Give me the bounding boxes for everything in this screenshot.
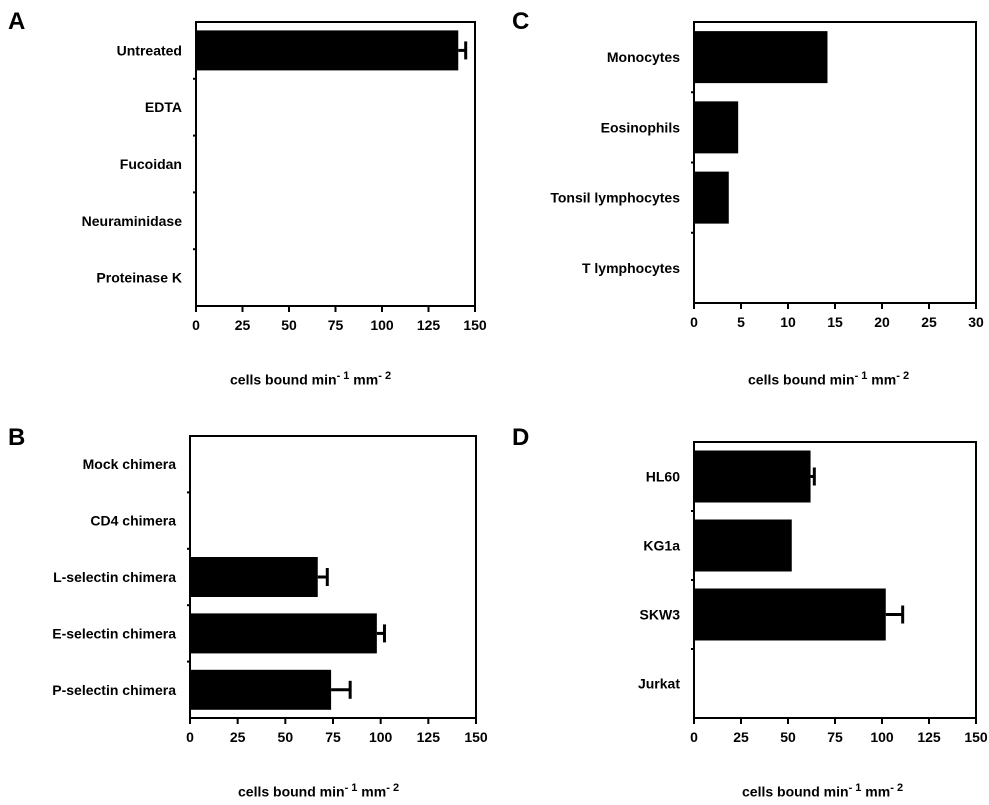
x-axis-label-text: mm	[349, 371, 379, 388]
y-category-label: P-selectin chimera	[52, 682, 176, 698]
panel-letter-d: D	[512, 424, 530, 451]
y-category-label: Fucoidan	[120, 156, 182, 172]
x-tick-label: 20	[874, 314, 890, 330]
x-tick-label: 125	[417, 729, 441, 745]
x-tick-label: 15	[827, 314, 843, 330]
x-tick-label: 25	[230, 729, 246, 745]
y-category-label: L-selectin chimera	[53, 569, 176, 585]
x-axis-label-exponent: - 1	[336, 370, 350, 382]
x-axis-label-exponent: - 1	[848, 782, 862, 794]
bar	[694, 171, 729, 224]
panel-letter-b: B	[8, 424, 26, 451]
x-tick-label: 125	[917, 729, 941, 745]
x-tick-label: 5	[737, 314, 745, 330]
bar	[694, 450, 811, 503]
x-tick-label: 0	[186, 729, 194, 745]
x-tick-label: 50	[278, 729, 294, 745]
bar	[694, 588, 886, 641]
y-category-label: Proteinase K	[96, 270, 182, 286]
x-axis-label-exponent: - 1	[854, 370, 868, 382]
x-tick-label: 25	[921, 314, 937, 330]
x-axis-label-text: cells bound min	[238, 783, 345, 800]
x-tick-label: 75	[827, 729, 843, 745]
x-axis-label-a: cells bound min- 1 mm- 2	[230, 370, 391, 388]
x-tick-label: 50	[281, 317, 297, 333]
x-axis-label-exponent: - 1	[344, 782, 358, 794]
y-category-label: HL60	[646, 469, 680, 485]
x-axis-label-exponent: - 2	[890, 782, 904, 794]
x-axis-label-d: cells bound min- 1 mm- 2	[742, 782, 903, 800]
bar	[694, 31, 828, 84]
y-category-label: Monocytes	[607, 49, 680, 65]
y-category-label: Tonsil lymphocytes	[550, 190, 680, 206]
bar	[190, 557, 318, 597]
x-tick-label: 100	[369, 729, 393, 745]
y-category-label: Untreated	[117, 42, 182, 58]
x-axis-label-exponent: - 2	[896, 370, 910, 382]
x-axis-label-text: cells bound min	[230, 371, 337, 388]
x-tick-label: 25	[733, 729, 749, 745]
x-tick-label: 100	[370, 317, 394, 333]
bar	[694, 519, 792, 572]
x-tick-label: 10	[780, 314, 796, 330]
x-axis-label-text: cells bound min	[748, 371, 855, 388]
y-category-label: Neuraminidase	[82, 213, 183, 229]
bar	[190, 613, 377, 654]
y-category-label: SKW3	[640, 607, 681, 623]
y-category-label: CD4 chimera	[90, 513, 176, 529]
x-axis-label-text: mm	[861, 783, 891, 800]
y-category-label: T lymphocytes	[582, 260, 680, 276]
x-tick-label: 150	[464, 729, 488, 745]
x-axis-label-b: cells bound min- 1 mm- 2	[238, 782, 399, 800]
x-tick-label: 75	[325, 729, 341, 745]
x-tick-label: 150	[463, 317, 487, 333]
x-axis-label-text: mm	[867, 371, 897, 388]
y-category-label: KG1a	[643, 538, 680, 554]
x-axis-label-text: cells bound min	[742, 783, 849, 800]
x-axis-label-text: mm	[357, 783, 387, 800]
panel-letter-c: C	[512, 8, 530, 35]
y-category-label: E-selectin chimera	[52, 625, 176, 641]
x-axis-label-c: cells bound min- 1 mm- 2	[748, 370, 909, 388]
y-category-label: EDTA	[145, 99, 182, 115]
x-tick-label: 30	[968, 314, 984, 330]
x-tick-label: 125	[417, 317, 441, 333]
x-axis-label-exponent: - 2	[386, 782, 400, 794]
x-tick-label: 25	[235, 317, 251, 333]
bar	[190, 669, 332, 710]
x-tick-label: 75	[328, 317, 344, 333]
y-category-label: Eosinophils	[601, 119, 681, 135]
y-category-label: Mock chimera	[83, 456, 177, 472]
x-tick-label: 50	[780, 729, 796, 745]
x-tick-label: 0	[192, 317, 200, 333]
x-tick-label: 0	[690, 314, 698, 330]
y-category-label: Jurkat	[638, 676, 680, 692]
x-tick-label: 0	[690, 729, 698, 745]
x-tick-label: 100	[870, 729, 894, 745]
panel-letter-a: A	[8, 8, 26, 35]
bar	[694, 101, 739, 154]
x-axis-label-exponent: - 2	[378, 370, 392, 382]
x-tick-label: 150	[964, 729, 988, 745]
bar	[196, 30, 459, 71]
